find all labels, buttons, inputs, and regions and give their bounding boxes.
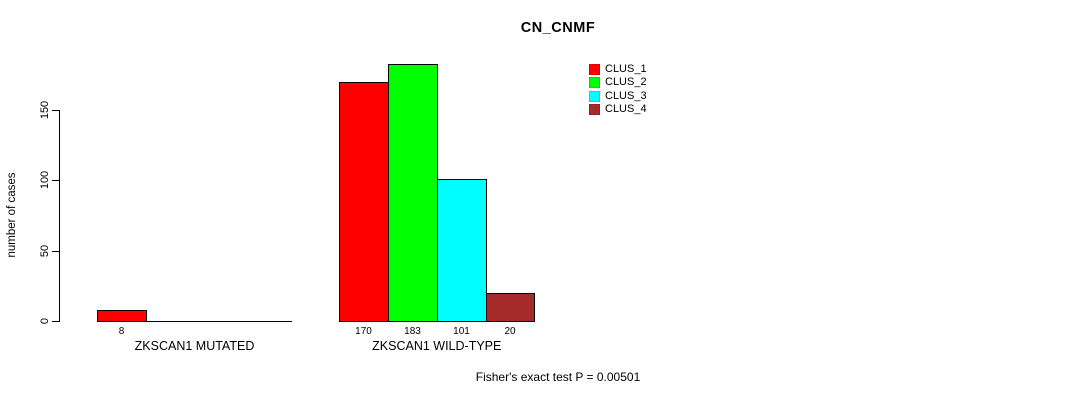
group-label: ZKSCAN1 MUTATED (134, 339, 255, 353)
legend-swatch (589, 104, 600, 116)
legend-label: CLUS_2 (605, 76, 647, 89)
y-tick-mark (52, 180, 59, 181)
legend-label: CLUS_1 (605, 63, 647, 76)
y-tick-mark (52, 110, 59, 111)
legend-label: CLUS_3 (605, 89, 647, 102)
legend: CLUS_1 CLUS_2 CLUS_3 CLUS_4 (589, 63, 647, 116)
y-axis-label: number of cases (6, 172, 18, 258)
legend-item: CLUS_4 (589, 103, 647, 116)
legend-swatch (589, 90, 600, 102)
y-tick-label: 0 (39, 317, 51, 325)
y-tick-mark (52, 321, 59, 322)
legend-label: CLUS_4 (605, 103, 647, 116)
bar (437, 179, 487, 322)
legend-item: CLUS_2 (589, 76, 647, 89)
legend-swatch (589, 77, 600, 89)
bar (388, 64, 438, 322)
group-label: ZKSCAN1 WILD-TYPE (372, 339, 502, 353)
y-tick-label: 100 (39, 170, 51, 190)
bar (486, 293, 535, 322)
y-axis-line (59, 110, 60, 322)
bar-value-label: 183 (404, 326, 421, 337)
legend-swatch (589, 64, 600, 76)
chart-title: CN_CNMF (520, 20, 596, 36)
legend-item: CLUS_3 (589, 90, 647, 103)
bar (339, 82, 389, 322)
bar-value-label: 101 (453, 326, 470, 337)
bar-value-label: 170 (355, 326, 372, 337)
y-tick-mark (52, 251, 59, 252)
y-tick-label: 150 (39, 100, 51, 120)
group-baseline (97, 321, 292, 322)
y-tick-label: 50 (39, 244, 51, 258)
stat-note: Fisher's exact test P = 0.00501 (475, 370, 641, 384)
bar-value-label: 8 (118, 326, 125, 337)
legend-item: CLUS_1 (589, 63, 647, 76)
bar-value-label: 20 (504, 326, 516, 337)
bar (97, 310, 147, 322)
